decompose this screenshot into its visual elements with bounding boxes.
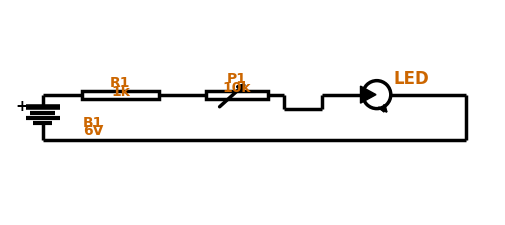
Text: +: + bbox=[15, 99, 28, 114]
Bar bbox=[82, 91, 159, 99]
Text: 6V: 6V bbox=[83, 124, 104, 138]
Text: B1: B1 bbox=[83, 116, 104, 130]
Bar bbox=[206, 91, 268, 99]
Text: LED: LED bbox=[394, 70, 430, 88]
Polygon shape bbox=[361, 86, 376, 103]
Text: P1: P1 bbox=[227, 72, 247, 86]
Text: R1: R1 bbox=[110, 76, 131, 90]
Circle shape bbox=[363, 81, 391, 109]
Text: 1k: 1k bbox=[111, 85, 130, 99]
Text: 10k: 10k bbox=[223, 81, 251, 95]
